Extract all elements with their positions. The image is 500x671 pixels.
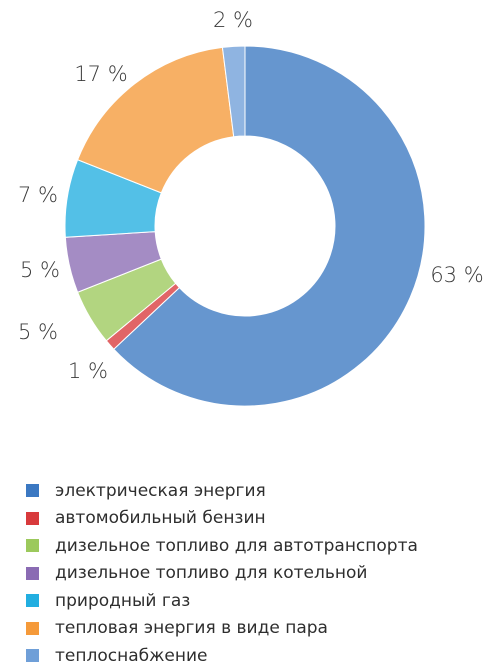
legend-item: дизельное топливо для автотранспорта bbox=[26, 532, 418, 560]
legend-item: природный газ bbox=[26, 587, 418, 615]
legend-swatch bbox=[26, 539, 39, 553]
slice-percent-label: 7 % bbox=[18, 183, 58, 207]
legend-swatch bbox=[26, 649, 39, 663]
legend-swatch bbox=[26, 621, 39, 635]
legend-item: автомобильный бензин bbox=[26, 505, 418, 533]
legend-label: природный газ bbox=[55, 590, 191, 611]
legend-item: электрическая энергия bbox=[26, 477, 418, 505]
legend-label: автомобильный бензин bbox=[55, 508, 266, 529]
donut-chart: 63 % 1 % 5 % 5 % 7 % 17 % 2 % bbox=[18, 8, 484, 407]
legend-label: электрическая энергия bbox=[55, 480, 266, 501]
legend-swatch bbox=[26, 511, 39, 525]
donut-chart-svg: 63 % 1 % 5 % 5 % 7 % 17 % 2 % bbox=[18, 8, 484, 407]
slice-percent-label: 63 % bbox=[430, 263, 483, 287]
donut-slice bbox=[76, 46, 235, 194]
legend-item: тепловая энергия в виде пара bbox=[26, 615, 418, 643]
legend-label: теплоснабжение bbox=[55, 645, 208, 666]
legend-label: тепловая энергия в виде пара bbox=[55, 618, 328, 639]
donut-slice bbox=[221, 45, 246, 138]
legend: электрическая энергия автомобильный бенз… bbox=[26, 477, 418, 670]
legend-item: дизельное топливо для котельной bbox=[26, 560, 418, 588]
slice-percent-label: 5 % bbox=[20, 258, 60, 282]
slice-percent-label: 2 % bbox=[213, 8, 253, 32]
legend-label: дизельное топливо для котельной bbox=[55, 563, 368, 584]
donut-slice bbox=[113, 45, 426, 407]
slice-percent-label: 1 % bbox=[68, 359, 108, 383]
legend-swatch bbox=[26, 594, 39, 608]
slice-percent-label: 17 % bbox=[74, 62, 127, 86]
legend-label: дизельное топливо для автотранспорта bbox=[55, 535, 418, 556]
legend-item: теплоснабжение bbox=[26, 642, 418, 670]
legend-swatch bbox=[26, 484, 39, 498]
slice-percent-label: 5 % bbox=[18, 320, 58, 344]
legend-swatch bbox=[26, 566, 39, 580]
